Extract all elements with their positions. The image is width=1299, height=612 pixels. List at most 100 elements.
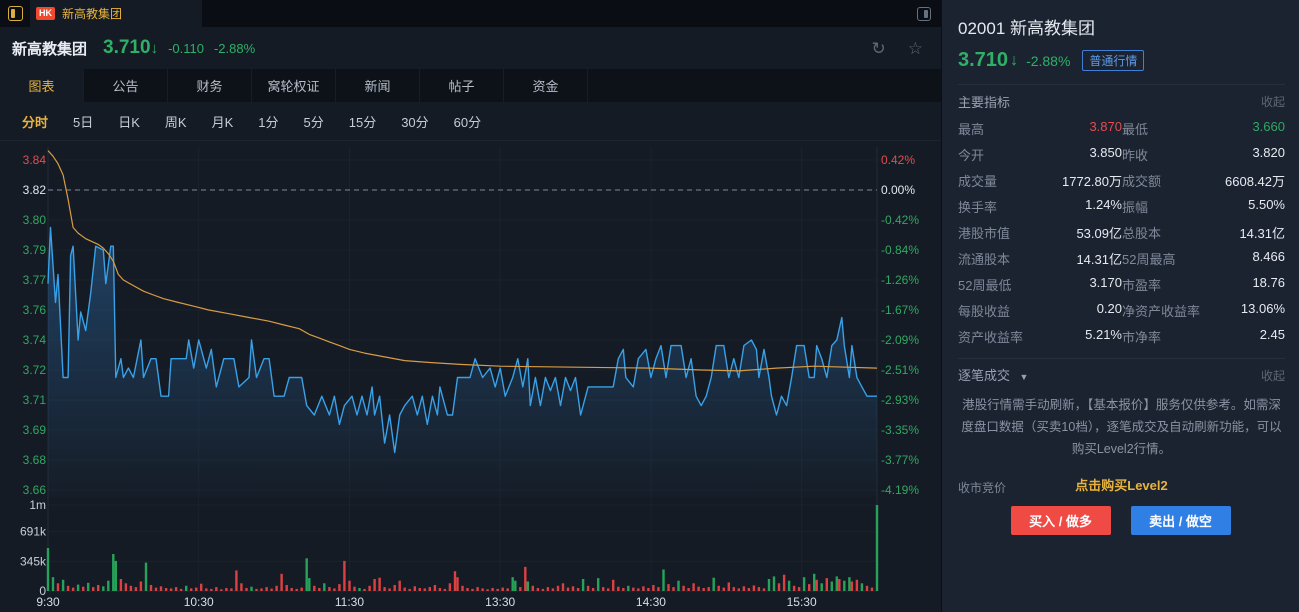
indicator-value: 0.20 (1096, 301, 1122, 316)
period-tab-6[interactable]: 5分 (303, 114, 324, 130)
svg-text:691k: 691k (20, 525, 47, 539)
buy-long-button[interactable]: 买入 / 做多 (1010, 506, 1111, 535)
svg-text:-2.93%: -2.93% (881, 393, 919, 407)
panel-price-down-arrow-icon: ↓ (1010, 51, 1019, 69)
last-price: 3.710 (103, 37, 151, 58)
document-tab-title: 新高教集团 (62, 7, 123, 21)
indicator-value: 3.170 (1089, 275, 1122, 290)
stock-name: 新高教集团 (12, 40, 88, 58)
panel-price-row: 3.710 ↓ -2.88% 普通行情 (958, 49, 1285, 72)
svg-text:3.82: 3.82 (23, 183, 47, 197)
indicator-label: 昨收 (1122, 148, 1149, 163)
svg-text:-0.42%: -0.42% (881, 213, 919, 227)
main-tab-3[interactable]: 窝轮权证 (252, 69, 336, 102)
indicator-value: 53.09亿 (1076, 226, 1122, 241)
indicator-value: 8.466 (1252, 249, 1285, 264)
stock-code-title: 02001 新高教集团 (958, 19, 1095, 38)
period-tab-bar: 分时 5日 日K 周K 月K 1分 5分 15分 30分 60分 (0, 102, 941, 141)
buy-level2-link[interactable]: 点击购买Level2 (1075, 477, 1168, 493)
stock-document-tab[interactable]: HK 新高教集团 (30, 0, 202, 27)
svg-text:-3.77%: -3.77% (881, 453, 919, 467)
indicators-section-title: 主要指标 (958, 94, 1011, 110)
period-tab-1[interactable]: 5日 (73, 114, 94, 130)
indicator-value: 3.870 (1089, 119, 1122, 134)
intraday-chart[interactable]: 3.84 0.42% 3.82 0.00% 3.80 -0.42% 3.79 -0.84% 3.… (0, 141, 941, 612)
svg-text:-1.26%: -1.26% (881, 273, 919, 287)
main-tab-1[interactable]: 公告 (84, 69, 168, 102)
svg-text:9:30: 9:30 (36, 595, 60, 609)
indicator-value: 6608.42万 (1225, 174, 1285, 189)
indicator-value: 14.31亿 (1076, 252, 1122, 267)
period-tab-9[interactable]: 60分 (453, 114, 482, 130)
period-tab-4[interactable]: 月K (211, 114, 234, 130)
svg-text:-3.35%: -3.35% (881, 423, 919, 437)
indicator-label: 港股市值 (958, 226, 1011, 241)
svg-text:-1.67%: -1.67% (881, 303, 919, 317)
favorite-star-icon[interactable]: ☆ (907, 38, 923, 58)
period-tab-3[interactable]: 周K (164, 114, 187, 130)
document-tab-bar: HK 新高教集团 (0, 0, 941, 27)
panel-last-price: 3.710 (958, 49, 1009, 71)
quote-panel: 02001 新高教集团 3.710 ↓ -2.88% 普通行情 主要指标 收起 … (941, 0, 1299, 612)
indicator-value: 18.76 (1252, 275, 1285, 290)
quote-level-badge[interactable]: 普通行情 (1082, 50, 1145, 71)
indicator-label: 今开 (958, 148, 985, 163)
indicators-collapse-link[interactable]: 收起 (1260, 94, 1285, 109)
indicator-label: 净资产收益率 (1122, 304, 1201, 319)
svg-text:3.79: 3.79 (23, 243, 47, 257)
indicator-value: 1.24% (1085, 197, 1122, 212)
indicator-label: 市盈率 (1122, 278, 1162, 293)
ticks-section-title: 逐笔成交 (958, 368, 1011, 383)
refresh-icon[interactable]: ↻ (871, 38, 886, 58)
main-tab-2[interactable]: 财务 (168, 69, 252, 102)
svg-text:345k: 345k (20, 554, 47, 568)
ticks-section-title-wrap[interactable]: 逐笔成交 ▼ (958, 365, 1028, 385)
price-change-percent: -2.88% (213, 40, 256, 56)
indicator-value: 3.660 (1252, 119, 1285, 134)
main-tab-4[interactable]: 新闻 (336, 69, 420, 102)
svg-text:3.66: 3.66 (23, 483, 47, 497)
sidebar-toggle-icon[interactable] (8, 6, 23, 21)
header-icons: ↻ ☆ (872, 40, 924, 57)
svg-text:0: 0 (39, 584, 46, 598)
period-tab-5[interactable]: 1分 (258, 114, 279, 130)
svg-text:15:30: 15:30 (787, 595, 817, 609)
svg-text:3.68: 3.68 (23, 453, 47, 467)
main-tab-bar: 图表 公告 财务 窝轮权证 新闻 帖子 资金 (0, 69, 941, 102)
indicator-value: 1772.80万 (1062, 174, 1122, 189)
indicator-grid: 最高 3.870 最低 3.660 今开 3.850 昨收 3.820 成交量 1772.80万成… (958, 119, 1285, 346)
indicator-value: 14.31亿 (1239, 226, 1285, 241)
period-tab-2[interactable]: 日K (118, 114, 140, 130)
svg-text:3.80: 3.80 (23, 213, 47, 227)
indicator-label: 成交额 (1122, 174, 1162, 189)
indicator-label: 振幅 (1122, 200, 1149, 215)
period-tab-0[interactable]: 分时 (22, 114, 49, 130)
right-panel-toggle-icon[interactable] (917, 6, 931, 21)
indicator-value: 5.50% (1248, 197, 1285, 212)
indicator-label: 流通股本 (958, 252, 1011, 267)
chart-container: 3.84 0.42% 3.82 0.00% 3.80 -0.42% 3.79 -0.84% 3.… (0, 141, 941, 612)
trade-buttons-row: 买入 / 做多 卖出 / 做空 (942, 506, 1299, 535)
indicator-value: 3.820 (1252, 145, 1285, 160)
main-tab-5[interactable]: 帖子 (420, 69, 504, 102)
period-tab-8[interactable]: 30分 (401, 114, 429, 130)
indicator-value: 5.21% (1085, 327, 1122, 342)
main-tab-6[interactable]: 资金 (504, 69, 588, 102)
main-tab-0[interactable]: 图表 (0, 69, 84, 102)
dropdown-arrow-icon: ▼ (1019, 372, 1029, 382)
svg-text:-0.84%: -0.84% (881, 243, 919, 257)
ticks-collapse-link[interactable]: 收起 (1260, 368, 1285, 383)
svg-text:-4.19%: -4.19% (881, 483, 919, 497)
indicator-label: 52周最高 (1122, 252, 1176, 267)
svg-text:13:30: 13:30 (485, 595, 515, 609)
svg-text:3.77: 3.77 (23, 273, 47, 287)
svg-text:3.72: 3.72 (23, 363, 47, 377)
period-tab-7[interactable]: 15分 (348, 114, 377, 130)
sell-short-button[interactable]: 卖出 / 做空 (1130, 506, 1231, 535)
level2-notice-text: 港股行情需手动刷新，【基本报价】服务仅供参考。如需深度盘口数据（买卖10档），逐… (961, 398, 1282, 456)
svg-text:-2.51%: -2.51% (881, 363, 919, 377)
chart-area-column: HK 新高教集团 新高教集团 3.710 ↓ -0.110 -2.88% ↻ ☆… (0, 0, 941, 612)
indicator-label: 换手率 (958, 200, 998, 215)
indicator-label: 资产收益率 (958, 330, 1024, 345)
